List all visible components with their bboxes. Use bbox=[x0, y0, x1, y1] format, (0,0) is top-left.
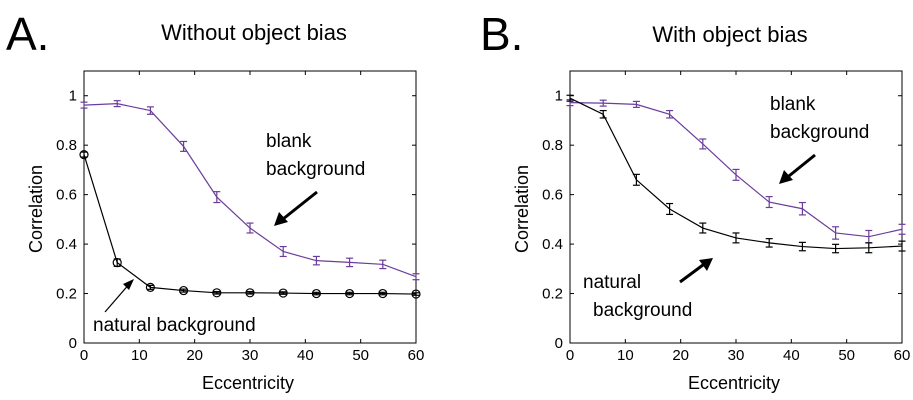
x-tick-label: 50 bbox=[352, 347, 369, 364]
y-tick-label: 0.6 bbox=[542, 187, 563, 204]
data-point bbox=[179, 285, 189, 296]
annotation-natural-arrowhead bbox=[699, 258, 713, 271]
data-point bbox=[79, 149, 89, 160]
data-point bbox=[145, 282, 155, 292]
y-tick-label: 0.4 bbox=[542, 236, 563, 253]
x-tick-label: 50 bbox=[838, 347, 855, 364]
annotation-blank-arrow bbox=[277, 190, 318, 225]
y-tick-label: 1 bbox=[555, 88, 563, 105]
data-point bbox=[411, 289, 421, 299]
x-tick-label: 10 bbox=[617, 347, 634, 364]
y-tick-label: 0.4 bbox=[56, 236, 77, 253]
x-tick-label: 60 bbox=[894, 347, 911, 364]
data-point bbox=[378, 288, 388, 299]
annotation-blank-line-2: background bbox=[266, 159, 365, 180]
annotation-blank-line-1: blank bbox=[266, 131, 312, 152]
data-point bbox=[278, 288, 288, 298]
x-axis-label: Eccentricity bbox=[202, 373, 294, 393]
data-point bbox=[311, 288, 321, 299]
x-tick-label: 30 bbox=[242, 347, 259, 364]
panel-letter: A. bbox=[6, 8, 49, 60]
y-tick-label: 0 bbox=[555, 335, 563, 352]
annotation-blank-arrowhead bbox=[274, 212, 288, 226]
annotation-natural-arrowhead bbox=[123, 279, 134, 290]
data-point bbox=[112, 258, 122, 268]
y-tick-label: 0 bbox=[69, 335, 77, 352]
data-point bbox=[245, 288, 255, 298]
x-tick-label: 0 bbox=[80, 347, 88, 364]
data-point bbox=[345, 288, 355, 299]
panel-letter: B. bbox=[480, 8, 523, 60]
y-axis-label: Correlation bbox=[26, 165, 46, 253]
y-tick-label: 0.6 bbox=[56, 187, 77, 204]
y-tick-label: 0.8 bbox=[542, 137, 563, 154]
x-tick-label: 60 bbox=[408, 347, 425, 364]
chart-title: Without object bias bbox=[161, 20, 347, 45]
x-tick-label: 20 bbox=[672, 347, 689, 364]
y-tick-label: 0.2 bbox=[542, 286, 563, 303]
plot-frame bbox=[83, 70, 417, 344]
annotation-natural-arrow bbox=[679, 260, 708, 284]
x-tick-label: 10 bbox=[131, 347, 148, 364]
x-tick-label: 0 bbox=[566, 347, 574, 364]
y-axis-label: Correlation bbox=[512, 165, 532, 253]
data-point bbox=[212, 288, 222, 298]
panel-a: A. Without object bias blank background … bbox=[6, 8, 424, 393]
y-tick-label: 0.2 bbox=[56, 286, 77, 303]
panel-b: B. With object bias blank background nat… bbox=[480, 8, 910, 393]
annotation-natural-line-2: background bbox=[593, 300, 692, 321]
annotation-natural-line-1: natural background bbox=[93, 315, 256, 336]
y-tick-label: 1 bbox=[69, 88, 77, 105]
x-tick-label: 40 bbox=[297, 347, 314, 364]
annotation-blank-line-2: background bbox=[770, 122, 869, 143]
x-tick-label: 30 bbox=[728, 347, 745, 364]
annotation-blank-arrowhead bbox=[779, 170, 793, 184]
x-tick-label: 20 bbox=[186, 347, 203, 364]
y-tick-label: 0.8 bbox=[56, 137, 77, 154]
series-line-0 bbox=[83, 103, 417, 278]
chart-title: With object bias bbox=[652, 22, 807, 47]
x-axis-label: Eccentricity bbox=[688, 373, 780, 393]
x-tick-label: 40 bbox=[783, 347, 800, 364]
annotation-blank-line-1: blank bbox=[770, 94, 816, 115]
annotation-natural-line-1: natural bbox=[583, 272, 641, 293]
